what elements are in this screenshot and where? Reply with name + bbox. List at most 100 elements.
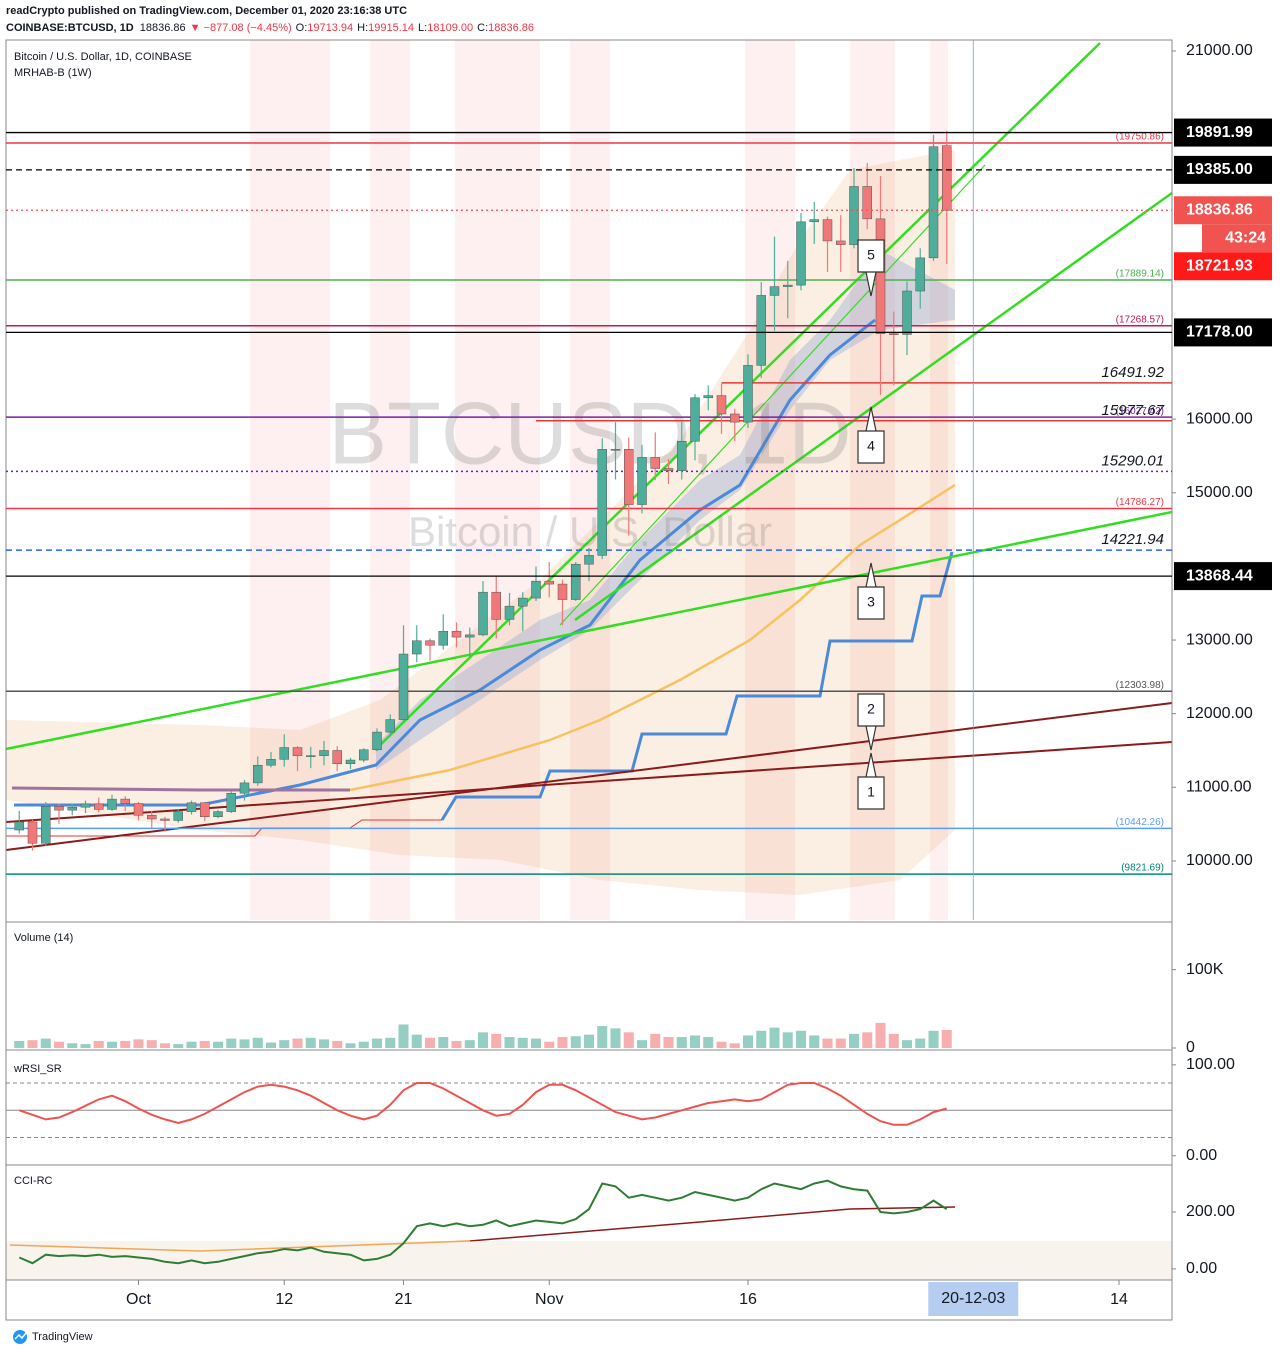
l-value: 18109.00 bbox=[427, 22, 473, 34]
candle-body bbox=[889, 333, 899, 335]
volume-bar bbox=[319, 1039, 329, 1048]
volume-bar bbox=[941, 1029, 952, 1048]
candle-body bbox=[332, 750, 342, 764]
volume-bar bbox=[133, 1039, 144, 1048]
chart-subtitle: MRHAB-B (1W) bbox=[14, 67, 92, 79]
candle-body bbox=[571, 563, 581, 600]
candle-body bbox=[226, 792, 236, 812]
candle-body bbox=[478, 591, 488, 636]
volume-bar bbox=[491, 1033, 502, 1048]
volume-bar bbox=[80, 1044, 91, 1048]
o-label: O: bbox=[296, 22, 308, 34]
candle-body bbox=[345, 759, 356, 764]
volume-bar bbox=[252, 1037, 263, 1048]
volume-bar bbox=[875, 1022, 886, 1048]
level-label: 15977.67 bbox=[1101, 402, 1164, 419]
candle-body bbox=[359, 749, 369, 761]
volume-bar bbox=[54, 1041, 64, 1048]
candle-body bbox=[769, 286, 780, 296]
level-label: (14786.27) bbox=[1116, 497, 1164, 508]
x-tick-label: 16 bbox=[739, 1291, 757, 1308]
volume-bar bbox=[902, 1040, 912, 1048]
volume-bar bbox=[292, 1038, 303, 1048]
volume-bar bbox=[120, 1040, 131, 1048]
indicator-line bbox=[18, 1179, 948, 1265]
c-label: C: bbox=[477, 22, 488, 34]
volume-bar bbox=[610, 1028, 621, 1048]
level-label: (10442.26) bbox=[1116, 817, 1164, 828]
candle-body bbox=[756, 295, 766, 366]
logo bbox=[13, 1330, 27, 1344]
candle-body bbox=[624, 449, 634, 505]
volume-bar bbox=[849, 1033, 859, 1048]
price-badge bbox=[1174, 118, 1272, 147]
volume-bar bbox=[93, 1040, 104, 1048]
candle-body bbox=[849, 186, 859, 245]
volume-bar bbox=[597, 1026, 608, 1048]
volume-bar bbox=[637, 1040, 647, 1048]
candle-body bbox=[902, 290, 912, 335]
x-tick-label: Nov bbox=[535, 1291, 563, 1308]
cursor-box bbox=[928, 1282, 1019, 1316]
candle-body bbox=[41, 806, 51, 844]
wave-callout bbox=[857, 562, 885, 620]
candle-body bbox=[279, 747, 289, 760]
candle-body bbox=[544, 580, 554, 585]
volume-bar bbox=[173, 1044, 184, 1048]
price-badge-label: 13868.44 bbox=[1186, 567, 1253, 584]
x-tick-label: Oct bbox=[126, 1291, 151, 1308]
o-value: 19713.94 bbox=[307, 22, 353, 34]
wave-callout bbox=[857, 693, 885, 751]
volume-bar bbox=[650, 1033, 661, 1048]
volume-bar bbox=[14, 1040, 25, 1048]
level-label: 16491.92 bbox=[1101, 364, 1164, 381]
candle-body bbox=[94, 803, 104, 810]
candle-body bbox=[796, 221, 806, 286]
wave-callout bbox=[857, 239, 885, 297]
volume-bar bbox=[822, 1038, 833, 1048]
level-label: (17268.57) bbox=[1116, 314, 1164, 325]
level-label: (16027.42) bbox=[1116, 406, 1164, 417]
volume-bar bbox=[915, 1038, 926, 1048]
price-badge bbox=[1174, 196, 1272, 225]
volume-bar bbox=[835, 1038, 846, 1048]
candle-body bbox=[173, 811, 183, 821]
pane-frames bbox=[5, 39, 1173, 1321]
session-highlights bbox=[250, 40, 948, 920]
candle-body bbox=[14, 821, 24, 831]
ma-purple bbox=[11, 786, 350, 792]
volume-bar bbox=[796, 1030, 806, 1048]
y-tick-label: 12000.00 bbox=[1186, 705, 1253, 722]
cci-zone bbox=[6, 1241, 1172, 1280]
candle-body bbox=[147, 815, 157, 820]
candle-body bbox=[637, 457, 647, 505]
volume-bar bbox=[279, 1040, 290, 1048]
volume-bar bbox=[226, 1038, 237, 1048]
indicator-line bbox=[18, 1082, 947, 1126]
candle-body bbox=[133, 803, 144, 816]
price-badge bbox=[1174, 155, 1272, 184]
y-tick-label: 0.00 bbox=[1186, 1260, 1217, 1277]
volume-bar bbox=[570, 1036, 581, 1048]
wave-label: 4 bbox=[867, 438, 875, 454]
candle-body bbox=[120, 798, 130, 804]
y-tick-label: 21000.00 bbox=[1186, 42, 1253, 59]
volume-bar bbox=[385, 1037, 396, 1048]
chart-title: Bitcoin / U.S. Dollar, 1D, COINBASE bbox=[14, 51, 192, 63]
candle-body bbox=[372, 731, 382, 751]
price-badge bbox=[1174, 252, 1272, 281]
wave-label: 2 bbox=[867, 701, 875, 717]
candle-body bbox=[107, 798, 117, 810]
last-price: 18836.86 bbox=[140, 22, 186, 34]
price-badge bbox=[1174, 562, 1272, 591]
level-label: (19750.86) bbox=[1116, 132, 1164, 143]
symbol-line: COINBASE:BTCUSD, 1D 18836.86 ▼ −877.08 (−4… bbox=[6, 22, 534, 34]
cci-signal bbox=[9, 1240, 471, 1252]
candle-body bbox=[425, 640, 435, 646]
ma-line-slow bbox=[349, 483, 956, 792]
y-tick-label: 11000.00 bbox=[1186, 779, 1252, 796]
volume-bar bbox=[345, 1043, 356, 1048]
volume-bar bbox=[809, 1035, 820, 1048]
